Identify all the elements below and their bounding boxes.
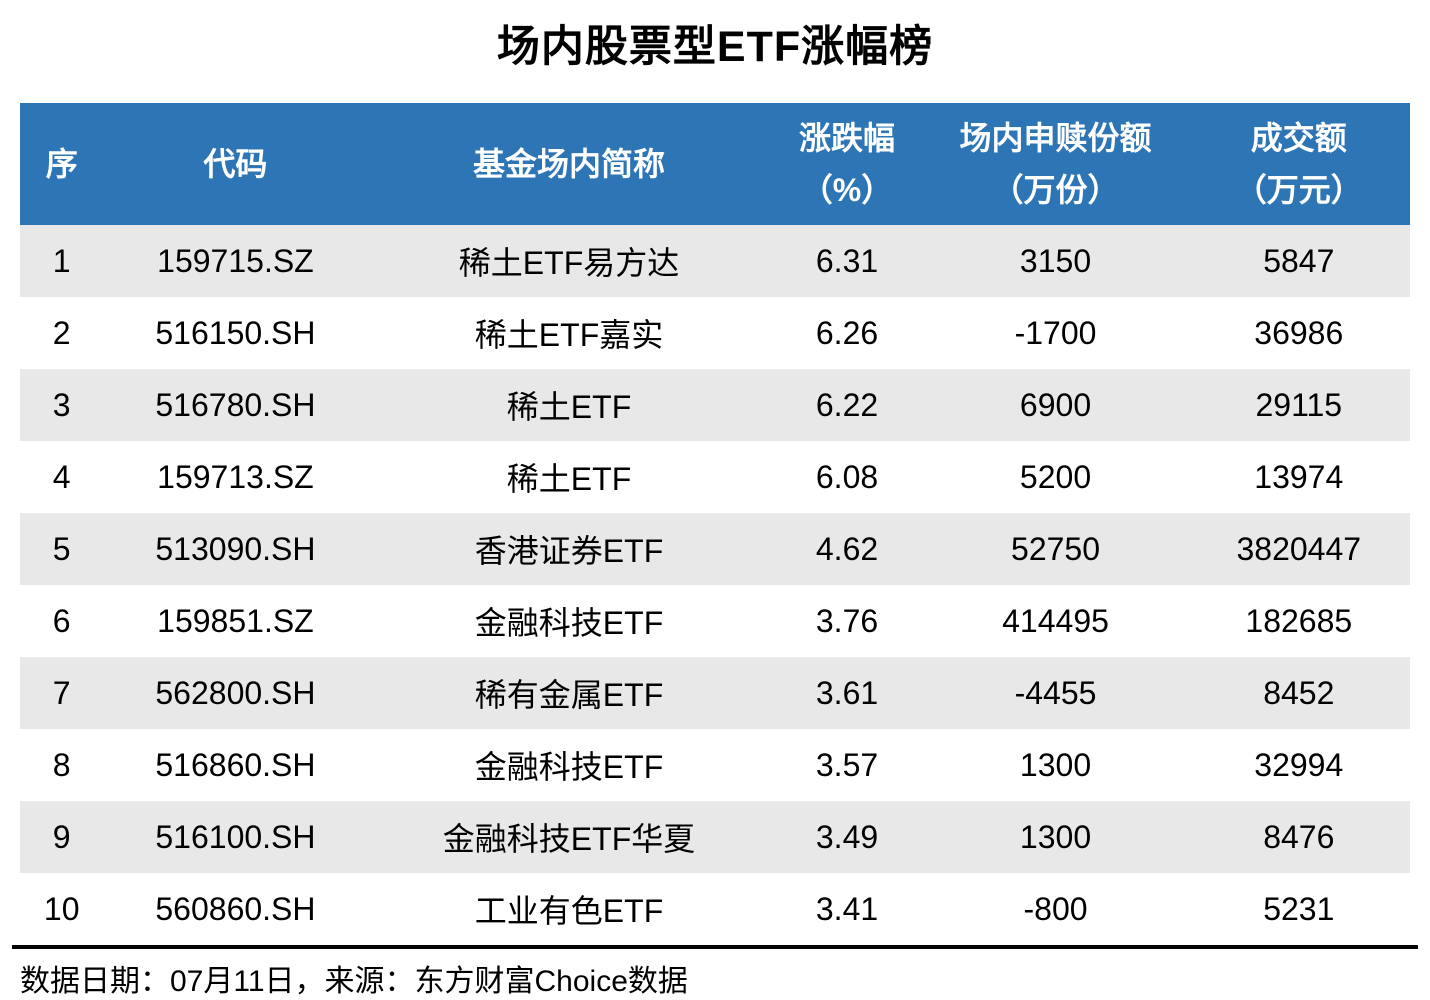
shares-cell: 5200 xyxy=(1019,458,1092,495)
table-row: 8 516860.SH 金融科技ETF 3.57 1300 32994 xyxy=(20,729,1410,801)
shares-cell: -800 xyxy=(1023,890,1088,927)
col-header-code-label: 代码 xyxy=(203,145,268,182)
rank-cell: 9 xyxy=(52,818,71,855)
rank-cell: 10 xyxy=(43,890,80,927)
code-cell: 562800.SH xyxy=(155,674,316,711)
rank-cell: 5 xyxy=(52,530,71,567)
rank-cell: 4 xyxy=(52,458,71,495)
change-pct-cell: 6.22 xyxy=(815,386,879,423)
col-header-code: 代码 xyxy=(103,103,368,225)
col-header-change-label: 涨跌幅 xyxy=(799,119,896,156)
table-header: 序 代码 基金场内简称 涨跌幅 （%） 场内申赎份额 （万份） 成交额 （万元 xyxy=(20,103,1410,225)
rank-cell: 2 xyxy=(52,314,71,351)
fund-name-cell: 金融科技ETF华夏 xyxy=(442,821,696,857)
turnover-cell: 8452 xyxy=(1263,674,1335,711)
fund-name-cell: 稀土ETF xyxy=(506,389,632,425)
turnover-cell: 8476 xyxy=(1263,818,1335,855)
table-row: 4 159713.SZ 稀土ETF 6.08 5200 13974 xyxy=(20,441,1410,513)
col-header-shares: 场内申赎份额 （万份） xyxy=(923,103,1188,225)
change-pct-cell: 3.57 xyxy=(815,746,879,783)
code-cell: 159715.SZ xyxy=(157,242,314,279)
code-cell: 560860.SH xyxy=(155,890,316,927)
shares-cell: 6900 xyxy=(1019,386,1092,423)
code-cell: 516780.SH xyxy=(155,386,316,423)
footer-note-section: 数据日期：07月11日，来源：东方财富Choice数据 xyxy=(12,945,1418,1000)
col-header-shares-label: 场内申赎份额 xyxy=(959,119,1152,156)
turnover-cell: 36986 xyxy=(1254,314,1344,351)
col-header-rank-label: 序 xyxy=(45,145,78,182)
col-header-name-label: 基金场内简称 xyxy=(473,145,666,182)
fund-name-cell: 金融科技ETF xyxy=(474,749,664,785)
rank-cell: 8 xyxy=(52,746,71,783)
shares-cell: 1300 xyxy=(1019,818,1092,855)
change-pct-cell: 3.61 xyxy=(815,674,879,711)
fund-name-cell: 稀土ETF易方达 xyxy=(458,245,680,281)
col-header-turnover-unit: （万元） xyxy=(1234,172,1363,208)
shares-cell: -1700 xyxy=(1014,314,1097,351)
turnover-cell: 5847 xyxy=(1263,242,1335,279)
change-pct-cell: 3.76 xyxy=(815,602,879,639)
rank-cell: 1 xyxy=(52,242,71,279)
shares-cell: 3150 xyxy=(1019,242,1092,279)
code-cell: 513090.SH xyxy=(155,530,316,567)
change-pct-cell: 6.31 xyxy=(815,242,879,279)
shares-cell: 414495 xyxy=(1002,602,1109,639)
change-pct-cell: 4.62 xyxy=(815,530,879,567)
turnover-cell: 13974 xyxy=(1254,458,1344,495)
code-cell: 516100.SH xyxy=(155,818,316,855)
code-cell: 159851.SZ xyxy=(157,602,314,639)
page-title: 场内股票型ETF涨幅榜 xyxy=(496,23,934,71)
source-note: 数据日期：07月11日，来源：东方财富Choice数据 xyxy=(20,965,688,998)
table-row: 6 159851.SZ 金融科技ETF 3.76 414495 182685 xyxy=(20,585,1410,657)
table-row: 1 159715.SZ 稀土ETF易方达 6.31 3150 5847 xyxy=(20,225,1410,297)
fund-name-cell: 工业有色ETF xyxy=(474,893,664,929)
turnover-cell: 32994 xyxy=(1254,746,1344,783)
table-body: 1 159715.SZ 稀土ETF易方达 6.31 3150 5847 2 51… xyxy=(20,225,1410,945)
change-pct-cell: 3.41 xyxy=(815,890,879,927)
etf-gains-table: 序 代码 基金场内简称 涨跌幅 （%） 场内申赎份额 （万份） 成交额 （万元 xyxy=(20,103,1410,945)
col-header-turnover-label: 成交额 xyxy=(1250,119,1347,156)
code-cell: 159713.SZ xyxy=(157,458,314,495)
fund-name-cell: 稀有金属ETF xyxy=(474,677,664,713)
col-header-change: 涨跌幅 （%） xyxy=(770,103,924,225)
col-header-change-unit: （%） xyxy=(800,172,894,208)
change-pct-cell: 6.26 xyxy=(815,314,879,351)
turnover-cell: 3820447 xyxy=(1236,530,1362,567)
fund-name-cell: 稀土ETF嘉实 xyxy=(474,317,664,353)
rank-cell: 7 xyxy=(52,674,71,711)
col-header-shares-unit: （万份） xyxy=(991,172,1120,208)
shares-cell: 52750 xyxy=(1011,530,1100,567)
turnover-cell: 182685 xyxy=(1245,602,1353,639)
turnover-cell: 5231 xyxy=(1263,890,1335,927)
rank-cell: 3 xyxy=(52,386,71,423)
code-cell: 516860.SH xyxy=(155,746,316,783)
code-cell: 516150.SH xyxy=(155,314,316,351)
fund-name-cell: 香港证券ETF xyxy=(474,533,664,569)
fund-name-cell: 金融科技ETF xyxy=(474,605,664,641)
shares-cell: 1300 xyxy=(1019,746,1092,783)
col-header-rank: 序 xyxy=(20,103,104,225)
table-row: 2 516150.SH 稀土ETF嘉实 6.26 -1700 36986 xyxy=(20,297,1410,369)
header-row: 序 代码 基金场内简称 涨跌幅 （%） 场内申赎份额 （万份） 成交额 （万元 xyxy=(20,103,1410,225)
table-row: 10 560860.SH 工业有色ETF 3.41 -800 5231 xyxy=(20,873,1410,945)
table-row: 3 516780.SH 稀土ETF 6.22 6900 29115 xyxy=(20,369,1410,441)
col-header-turnover: 成交额 （万元） xyxy=(1187,103,1410,225)
table-row: 7 562800.SH 稀有金属ETF 3.61 -4455 8452 xyxy=(20,657,1410,729)
change-pct-cell: 3.49 xyxy=(815,818,879,855)
change-pct-cell: 6.08 xyxy=(815,458,879,495)
shares-cell: -4455 xyxy=(1014,674,1097,711)
rank-cell: 6 xyxy=(52,602,71,639)
fund-name-cell: 稀土ETF xyxy=(506,461,632,497)
turnover-cell: 29115 xyxy=(1255,386,1343,423)
col-header-name: 基金场内简称 xyxy=(367,103,771,225)
table-row: 5 513090.SH 香港证券ETF 4.62 52750 3820447 xyxy=(20,513,1410,585)
table-row: 9 516100.SH 金融科技ETF华夏 3.49 1300 8476 xyxy=(20,801,1410,873)
